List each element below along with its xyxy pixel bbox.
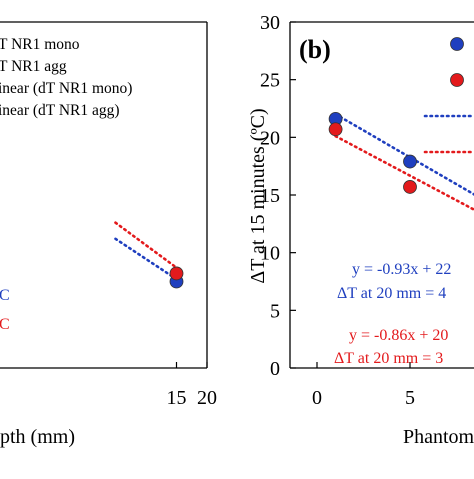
panel-b-fit-lines [334,112,474,212]
panel-b-fit-line [334,112,474,196]
panel-b-data-point [403,154,417,169]
panel-b-data-point [328,122,343,137]
legend-entry-agg: T NR1 agg [0,58,67,75]
panel-b-y-tick-label: 5 [270,300,280,322]
panel-b-legend-marker [450,73,464,87]
panel-b-label: (b) [299,35,331,64]
panel-a-legend: T NR1 mono T NR1 agg inear (dT NR1 mono)… [0,36,132,119]
legend-entry-mono: T NR1 mono [0,36,80,53]
panel-b-equation-red: y = -0.86x + 20 [349,327,448,344]
panel-b-y-tick-label: 30 [260,12,280,34]
panel-b-y-tick-label: 20 [260,127,280,149]
legend-entry-linear-mono: inear (dT NR1 mono) [0,80,132,97]
legend-entry-linear-agg: inear (dT NR1 agg) [0,102,120,119]
panel-b-y-ticks: 0 5 10 15 20 25 30 [260,12,296,380]
panel-b-result-red: ΔT at 20 mm = 3 [334,350,443,367]
panel-b-equation-blue: y = -0.93x + 22 [352,261,451,278]
panel-b-y-tick-label: 0 [270,358,280,380]
panel-a-fit-line [114,237,178,281]
panel-a-annotation-red: C [0,316,10,333]
panel-a-annotation-blue: C [0,287,10,304]
panel-b-y-tick-label: 25 [260,70,280,92]
panel-a-data-point [169,266,184,281]
panel-b-y-tick-label: 10 [260,243,280,265]
panel-b-legend-marker [450,37,464,51]
panel-b-data-point [403,180,417,194]
panel-a-x-tick-label: 20 [197,387,217,409]
panel-b-points [328,111,417,194]
panel-b-fit-line [334,134,474,212]
panel-a: 15 20 T NR1 mono T NR1 agg inear (dT NR1 … [0,21,217,448]
panel-b-x-tick-label: 5 [405,387,415,409]
panel-a-fit-line [114,221,178,269]
panel-a-x-tick-label: 15 [167,387,187,409]
panel-a-x-ticks: 15 20 [167,362,217,409]
panel-b-x-axis-label: Phantom [403,426,474,448]
panel-b-y-tick-label: 15 [260,185,280,207]
panel-b-result-blue: ΔT at 20 mm = 4 [337,285,446,302]
panel-b-y-axis-label: ΔT at 15 minutes (ºC) [247,108,269,283]
panel-a-points [169,266,184,289]
panel-a-fit-lines [114,221,178,281]
panel-a-x-axis-label: pth (mm) [0,426,75,448]
panel-b-legend [423,37,474,154]
panel-b-x-tick-label: 0 [312,387,322,409]
